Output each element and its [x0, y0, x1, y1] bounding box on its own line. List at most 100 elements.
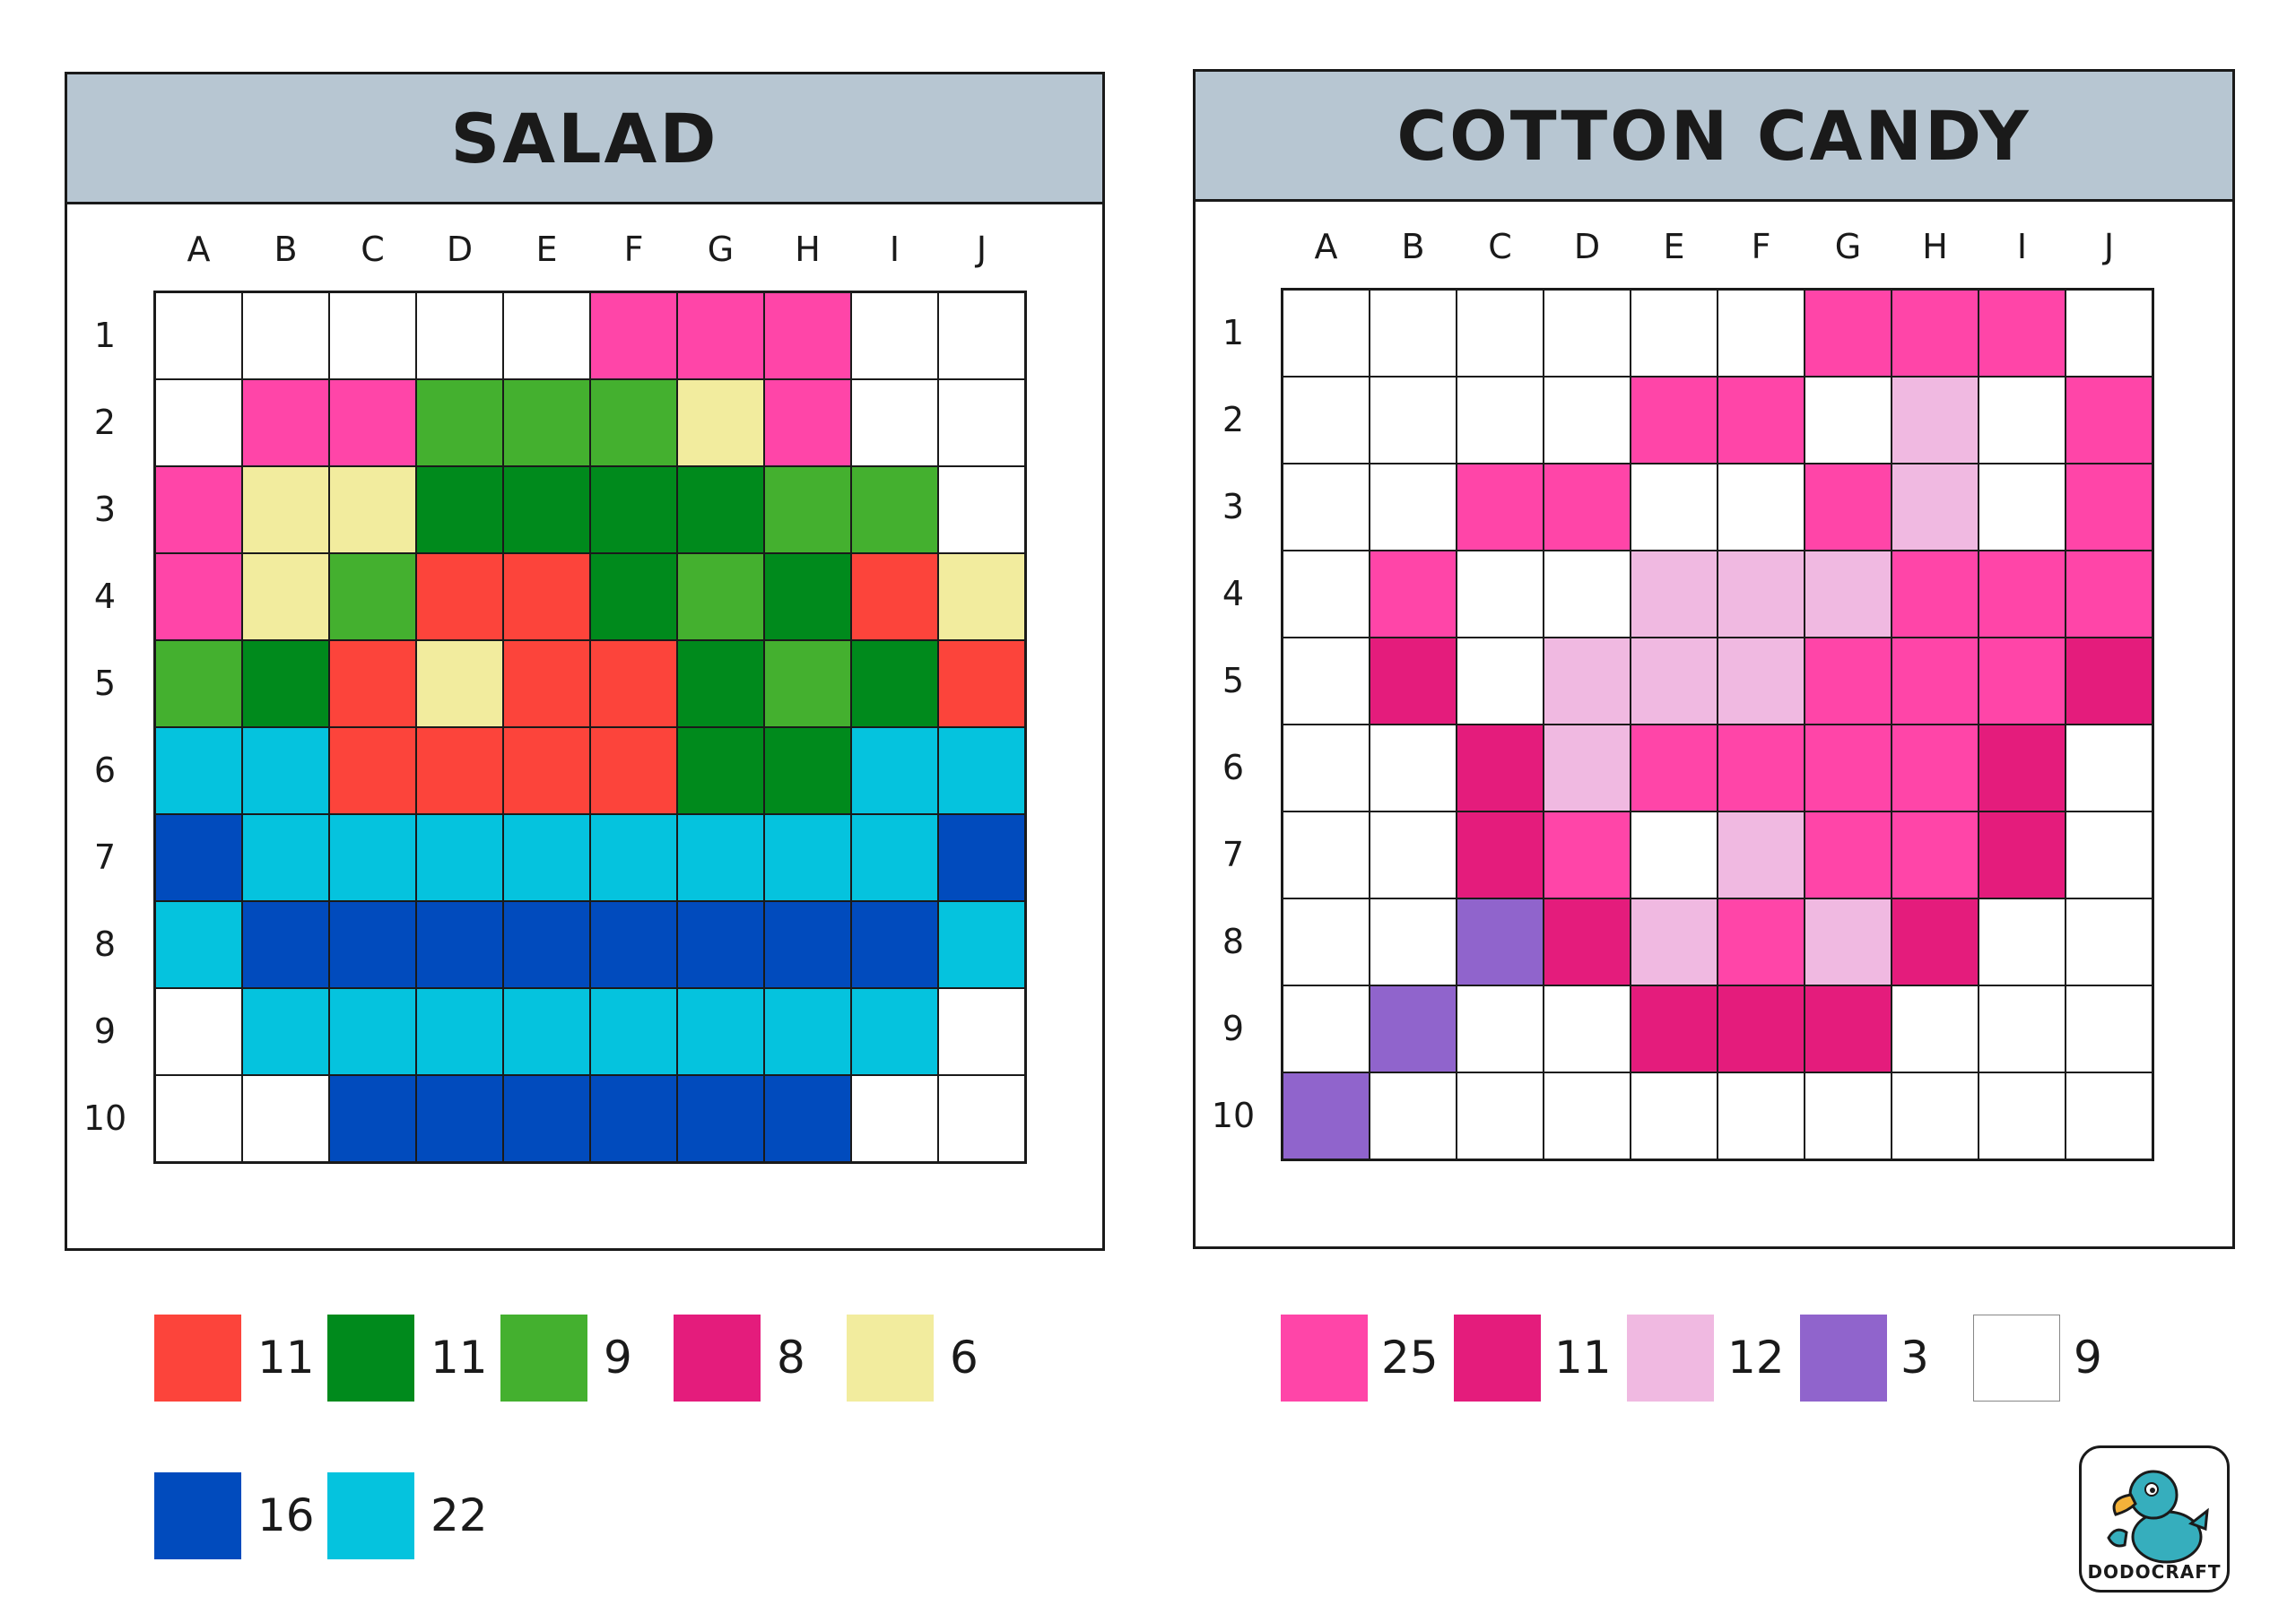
- cotton-candy-grid-cell[interactable]: [1892, 638, 1979, 725]
- salad-grid-cell[interactable]: [329, 1075, 416, 1162]
- salad-grid-cell[interactable]: [242, 640, 329, 727]
- cotton-candy-grid-cell[interactable]: [1283, 1072, 1370, 1159]
- cotton-candy-grid-cell[interactable]: [1892, 551, 1979, 638]
- cotton-candy-grid-cell[interactable]: [2066, 985, 2152, 1072]
- cotton-candy-grid-cell[interactable]: [1718, 377, 1805, 464]
- cotton-candy-grid-cell[interactable]: [1718, 464, 1805, 551]
- cotton-candy-grid-cell[interactable]: [1805, 377, 1892, 464]
- cotton-candy-grid-cell[interactable]: [1979, 290, 2066, 377]
- salad-grid-cell[interactable]: [677, 379, 764, 466]
- cotton-candy-grid-cell[interactable]: [2066, 812, 2152, 898]
- salad-grid-cell[interactable]: [503, 640, 590, 727]
- cotton-candy-grid-cell[interactable]: [1892, 985, 1979, 1072]
- cotton-candy-grid-cell[interactable]: [1544, 1072, 1631, 1159]
- cotton-candy-grid-cell[interactable]: [1805, 638, 1892, 725]
- cotton-candy-grid-cell[interactable]: [1979, 898, 2066, 985]
- cotton-candy-grid-cell[interactable]: [1370, 725, 1457, 812]
- cotton-candy-grid-cell[interactable]: [1718, 1072, 1805, 1159]
- cotton-candy-grid-cell[interactable]: [1718, 638, 1805, 725]
- salad-grid-cell[interactable]: [677, 988, 764, 1075]
- cotton-candy-grid-cell[interactable]: [1544, 725, 1631, 812]
- salad-grid-cell[interactable]: [938, 1075, 1025, 1162]
- cotton-candy-grid-cell[interactable]: [1370, 985, 1457, 1072]
- salad-grid-cell[interactable]: [416, 553, 503, 640]
- salad-grid-cell[interactable]: [329, 901, 416, 988]
- salad-grid-cell[interactable]: [677, 814, 764, 901]
- cotton-candy-grid-cell[interactable]: [1805, 725, 1892, 812]
- salad-grid-cell[interactable]: [329, 640, 416, 727]
- cotton-candy-grid-cell[interactable]: [2066, 725, 2152, 812]
- salad-grid-cell[interactable]: [503, 553, 590, 640]
- cotton-candy-grid-cell[interactable]: [1631, 985, 1718, 1072]
- cotton-candy-grid-cell[interactable]: [1805, 551, 1892, 638]
- cotton-candy-grid-cell[interactable]: [1457, 985, 1544, 1072]
- cotton-candy-grid-cell[interactable]: [1370, 898, 1457, 985]
- salad-grid-cell[interactable]: [155, 988, 242, 1075]
- cotton-candy-grid-cell[interactable]: [1979, 1072, 2066, 1159]
- cotton-candy-grid-cell[interactable]: [1805, 290, 1892, 377]
- salad-grid-cell[interactable]: [677, 292, 764, 379]
- cotton-candy-grid-cell[interactable]: [1370, 1072, 1457, 1159]
- salad-grid-cell[interactable]: [590, 553, 677, 640]
- cotton-candy-grid-cell[interactable]: [1892, 290, 1979, 377]
- cotton-candy-grid-cell[interactable]: [1544, 812, 1631, 898]
- salad-grid-cell[interactable]: [764, 553, 851, 640]
- cotton-candy-grid-cell[interactable]: [1805, 464, 1892, 551]
- salad-grid-cell[interactable]: [242, 292, 329, 379]
- cotton-candy-grid-cell[interactable]: [1544, 464, 1631, 551]
- salad-grid-cell[interactable]: [242, 553, 329, 640]
- cotton-candy-grid-cell[interactable]: [2066, 377, 2152, 464]
- salad-grid-cell[interactable]: [764, 292, 851, 379]
- cotton-candy-grid-cell[interactable]: [1631, 725, 1718, 812]
- cotton-candy-grid-cell[interactable]: [2066, 551, 2152, 638]
- cotton-candy-grid-cell[interactable]: [1718, 898, 1805, 985]
- salad-grid-cell[interactable]: [416, 988, 503, 1075]
- salad-grid-cell[interactable]: [938, 292, 1025, 379]
- salad-grid-cell[interactable]: [764, 466, 851, 553]
- salad-grid-cell[interactable]: [155, 292, 242, 379]
- cotton-candy-grid-cell[interactable]: [1718, 725, 1805, 812]
- cotton-candy-grid-cell[interactable]: [1979, 551, 2066, 638]
- salad-grid-cell[interactable]: [503, 727, 590, 814]
- salad-grid-cell[interactable]: [764, 988, 851, 1075]
- salad-grid-cell[interactable]: [590, 640, 677, 727]
- salad-grid-cell[interactable]: [851, 553, 938, 640]
- cotton-candy-grid-cell[interactable]: [1892, 812, 1979, 898]
- cotton-candy-grid-cell[interactable]: [1979, 638, 2066, 725]
- salad-grid-cell[interactable]: [764, 901, 851, 988]
- salad-grid-cell[interactable]: [416, 901, 503, 988]
- salad-grid-cell[interactable]: [590, 814, 677, 901]
- cotton-candy-grid-cell[interactable]: [1631, 1072, 1718, 1159]
- salad-grid-cell[interactable]: [503, 292, 590, 379]
- cotton-candy-grid-cell[interactable]: [1718, 985, 1805, 1072]
- salad-grid-cell[interactable]: [938, 553, 1025, 640]
- salad-grid-cell[interactable]: [677, 553, 764, 640]
- salad-grid-cell[interactable]: [329, 814, 416, 901]
- salad-grid-cell[interactable]: [155, 1075, 242, 1162]
- salad-grid-cell[interactable]: [851, 727, 938, 814]
- salad-grid-cell[interactable]: [938, 379, 1025, 466]
- salad-grid-cell[interactable]: [416, 814, 503, 901]
- cotton-candy-grid-cell[interactable]: [1544, 551, 1631, 638]
- salad-grid-cell[interactable]: [155, 727, 242, 814]
- cotton-candy-grid-cell[interactable]: [1979, 725, 2066, 812]
- salad-grid-cell[interactable]: [938, 988, 1025, 1075]
- cotton-candy-grid-cell[interactable]: [1631, 898, 1718, 985]
- salad-grid-cell[interactable]: [851, 379, 938, 466]
- salad-grid-cell[interactable]: [503, 1075, 590, 1162]
- salad-grid-cell[interactable]: [590, 466, 677, 553]
- salad-grid-cell[interactable]: [329, 379, 416, 466]
- salad-grid-cell[interactable]: [416, 466, 503, 553]
- cotton-candy-grid-cell[interactable]: [1370, 812, 1457, 898]
- cotton-candy-grid-cell[interactable]: [1805, 898, 1892, 985]
- salad-grid-cell[interactable]: [329, 727, 416, 814]
- salad-grid-cell[interactable]: [590, 988, 677, 1075]
- cotton-candy-grid-cell[interactable]: [1631, 812, 1718, 898]
- salad-grid-cell[interactable]: [677, 727, 764, 814]
- cotton-candy-grid-cell[interactable]: [1718, 290, 1805, 377]
- cotton-candy-grid-cell[interactable]: [1283, 464, 1370, 551]
- cotton-candy-grid-cell[interactable]: [1892, 1072, 1979, 1159]
- salad-grid-cell[interactable]: [416, 1075, 503, 1162]
- salad-grid-cell[interactable]: [329, 988, 416, 1075]
- salad-grid-cell[interactable]: [851, 640, 938, 727]
